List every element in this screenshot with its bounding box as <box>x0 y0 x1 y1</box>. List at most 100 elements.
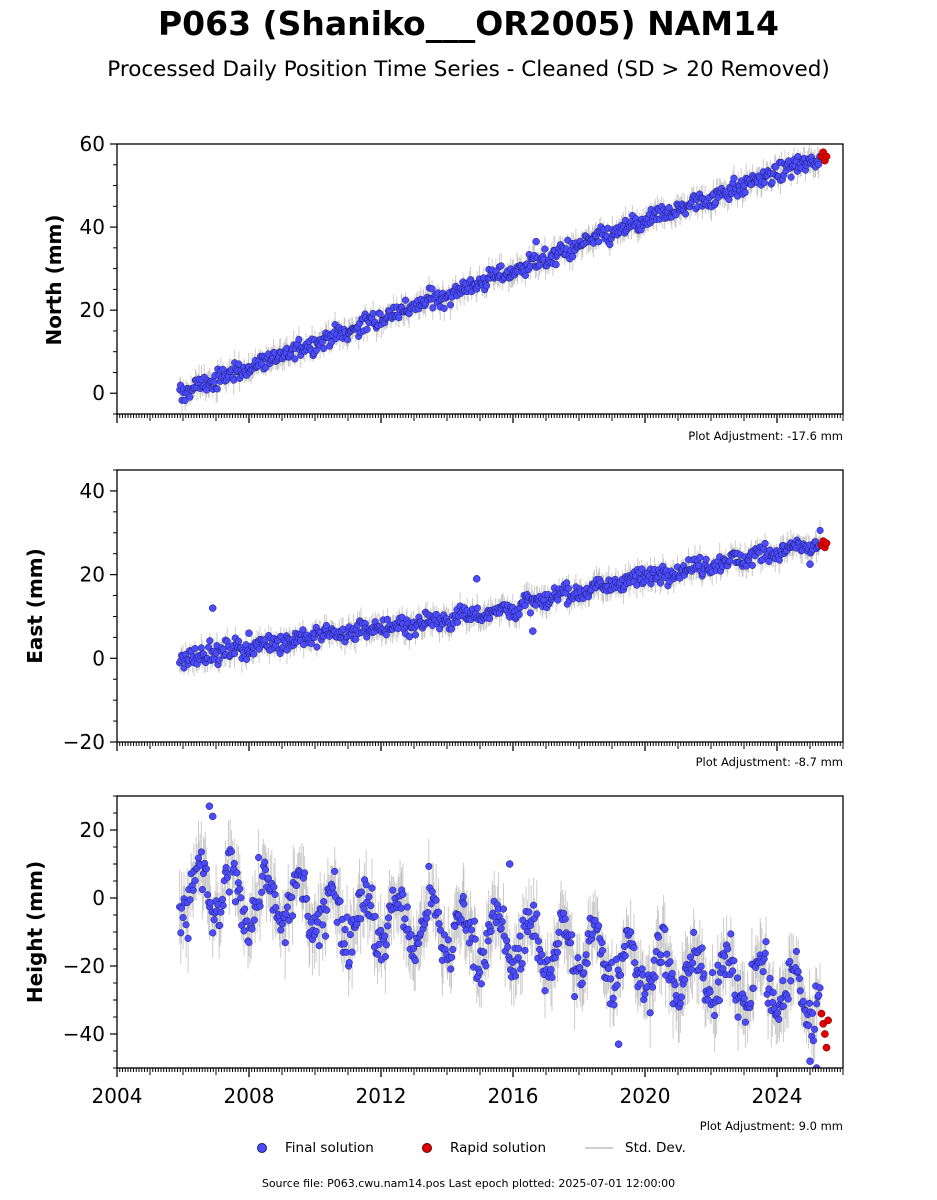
east-plot-adjustment: Plot Adjustment: -8.7 mm <box>695 755 843 769</box>
final-solution-point <box>470 917 479 925</box>
final-solution-point <box>219 901 227 910</box>
final-solution-point <box>700 970 708 978</box>
final-solution-point <box>641 990 649 998</box>
source-footer: Source file: P063.cwu.nam14.pos Last epo… <box>261 1177 676 1190</box>
final-solution-point <box>690 928 698 936</box>
final-solution-point <box>515 945 523 953</box>
final-solution-point <box>264 874 272 882</box>
final-solution-point <box>514 954 522 962</box>
final-solution-point <box>210 916 218 924</box>
final-solution-point <box>399 890 407 898</box>
final-solution-point <box>435 920 443 928</box>
final-solution-point <box>191 645 199 653</box>
x-tick-label: 2008 <box>224 1084 275 1108</box>
final-solution-point <box>521 271 529 279</box>
final-solution-point <box>631 959 639 967</box>
final-solution-point <box>719 965 727 973</box>
final-solution-point <box>376 310 384 318</box>
north-axis-label: North (mm) <box>42 214 66 346</box>
final-solution-point <box>681 976 689 984</box>
final-solution-point <box>775 1015 783 1023</box>
final-solution-point <box>323 906 331 914</box>
final-solution-point <box>515 611 523 619</box>
x-tick-label: 2012 <box>356 1084 407 1108</box>
final-solution-point <box>230 376 238 384</box>
final-solution-point <box>451 922 459 930</box>
final-solution-point <box>523 927 532 936</box>
chart-subtitle: Processed Daily Position Time Series - C… <box>107 57 830 82</box>
final-solution-point <box>482 962 490 970</box>
final-solution-point <box>261 858 269 866</box>
final-solution-point <box>663 950 671 958</box>
final-solution-point <box>638 965 646 973</box>
final-solution-point <box>295 335 303 344</box>
final-solution-point <box>571 993 579 1001</box>
final-solution-point <box>591 916 599 924</box>
final-solution-point <box>787 173 795 181</box>
final-solution-point <box>184 934 192 942</box>
final-solution-point <box>811 1025 819 1033</box>
final-solution-point <box>552 260 560 269</box>
final-solution-point <box>686 953 695 961</box>
final-solution-point <box>389 886 397 894</box>
final-solution-point <box>447 625 456 633</box>
final-solution-point <box>322 621 330 629</box>
final-solution-point <box>538 951 546 959</box>
final-solution-point <box>241 905 249 913</box>
final-solution-point <box>525 908 533 916</box>
final-solution-point <box>668 969 676 978</box>
final-solution-point <box>395 314 403 322</box>
final-solution-point <box>561 915 569 923</box>
final-solution-point <box>371 912 379 920</box>
final-solution-point <box>218 895 226 903</box>
final-solution-point <box>449 945 457 954</box>
final-solution-point <box>434 908 443 916</box>
rapid-solution-points <box>817 1009 832 1052</box>
final-solution-point <box>741 1018 749 1026</box>
y-tick-label: −20 <box>63 954 105 978</box>
y-tick-label: −20 <box>63 730 105 754</box>
final-solution-point <box>772 163 780 171</box>
final-solution-point <box>301 869 309 877</box>
final-solution-point <box>554 939 563 948</box>
final-solution-point <box>440 931 448 939</box>
final-solution-point <box>397 904 405 912</box>
y-tick-label: 20 <box>80 563 105 587</box>
plot-area <box>176 802 832 1068</box>
plot-frame <box>116 795 844 1069</box>
final-solution-point <box>205 802 214 810</box>
final-solution-point <box>425 862 433 870</box>
final-solution-point <box>610 1001 618 1009</box>
final-solution-point <box>381 953 389 961</box>
final-solution-point <box>459 893 467 901</box>
plot-area <box>176 144 831 413</box>
final-solution-point <box>730 957 738 965</box>
final-solution-point <box>250 916 258 924</box>
final-solution-point <box>436 926 444 934</box>
final-solution-point <box>303 895 311 903</box>
final-solution-point <box>384 922 392 930</box>
final-solution-point <box>219 365 227 373</box>
final-solution-point <box>216 921 224 929</box>
final-solution-point <box>272 903 280 912</box>
height-plot-adjustment: Plot Adjustment: 9.0 mm <box>699 1119 843 1133</box>
final-solution-point <box>215 656 223 664</box>
final-solution-point <box>607 975 615 983</box>
final-solution-point <box>407 930 415 939</box>
std-dev-line-marker <box>585 1147 613 1149</box>
final-solution-point <box>633 581 641 589</box>
final-solution-point <box>792 947 800 955</box>
final-solution-point <box>779 1002 787 1010</box>
final-solution-point <box>499 905 508 913</box>
final-solution-point <box>204 891 212 899</box>
final-solution-point <box>181 396 189 405</box>
final-solution-point <box>424 908 432 917</box>
final-solution-point <box>401 915 409 923</box>
height-axis-label: Height (mm) <box>23 860 47 1004</box>
final-solution-point <box>403 903 411 911</box>
final-solution-point <box>742 562 750 570</box>
final-solution-point <box>740 994 748 1002</box>
final-solution-point <box>230 859 238 867</box>
final-solution-point <box>357 888 365 896</box>
final-solution-point <box>362 881 370 889</box>
